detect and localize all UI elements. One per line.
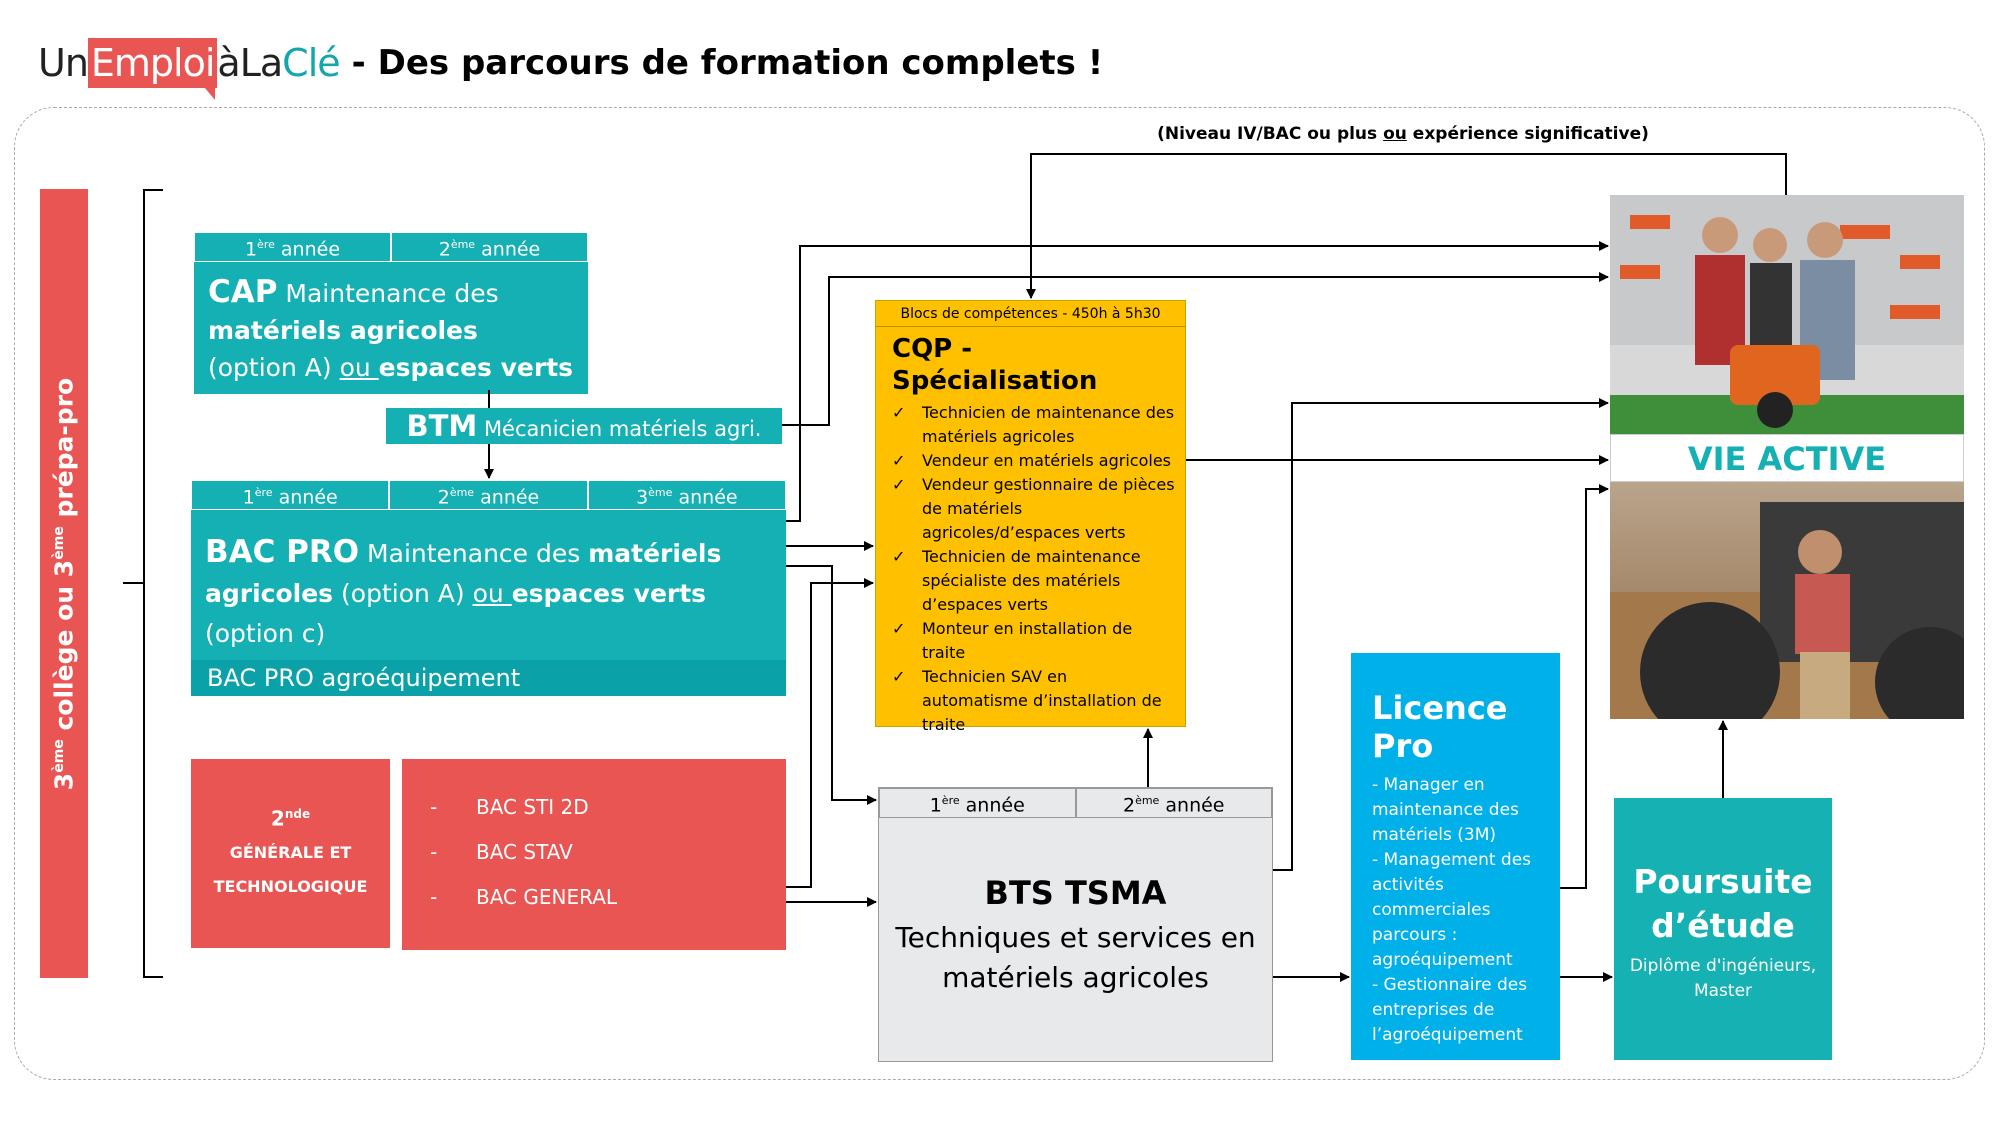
poursuite-desc: Diplôme d'ingénieurs, Master [1629, 956, 1817, 1001]
year-2: 2ème année [389, 480, 588, 511]
arrow-bts-to-vie [1273, 398, 1609, 871]
logo-c: C [282, 41, 309, 85]
bac-list-box: - BAC STI 2D - BAC STAV - BAC GENERAL [402, 759, 786, 950]
list-item: ✓ Vendeur gestionnaire de pièces de matér… [892, 473, 1175, 545]
arrow-bac-to-cqp [786, 578, 874, 888]
list-item: ✓ Technicien SAV en automatisme d’install… [892, 665, 1175, 737]
bacpro-body: BAC PRO Maintenance des matériels agrico… [191, 510, 786, 697]
year-1: 1ère année [191, 480, 390, 511]
check-icon: ✓ [892, 475, 906, 494]
bts-title: BTS TSMA [984, 874, 1167, 913]
bacpro-agroequipement: BAC PRO agroéquipement [191, 660, 786, 697]
top-note: (Niveau IV/BAC ou plus ou expérience sig… [1157, 124, 1649, 144]
bacpro-box: 1ère année 2ème année 3ème année BAC PRO… [191, 480, 786, 697]
title-text: - Des parcours de formation complets ! [351, 43, 1104, 83]
year-2: 2ème année [391, 232, 588, 263]
bracket [143, 189, 163, 978]
list-item: ✓ Vendeur en matériels agricoles [892, 449, 1175, 473]
check-icon: ✓ [892, 619, 906, 638]
logo-emploi: Emploi [87, 38, 218, 100]
list-item: ✓ Technicien de maintenance spécialiste d… [892, 545, 1175, 617]
arrow-btm-to-vie [782, 272, 1609, 426]
check-icon: ✓ [892, 667, 906, 686]
arrow-vie-to-cqp [1026, 153, 1787, 299]
poursuite-box: Poursuite d’étude Diplôme d'ingénieurs, … [1614, 798, 1832, 1060]
list-item: ✓ Monteur en installation de traite [892, 617, 1175, 665]
bts-box: 1ère année 2ème année BTS TSMA Technique… [878, 787, 1273, 1062]
btm-box: BTM Mécanicien matériels agri. [386, 408, 782, 444]
cap-years: 1ère année 2ème année [194, 232, 588, 263]
cqp-header: Blocs de compétences - 450h à 5h30 [876, 301, 1185, 327]
bts-subtitle: Techniques et services en matériels agri… [895, 921, 1256, 995]
check-icon: ✓ [892, 451, 906, 470]
cqp-title: CQP - Spécialisation [892, 334, 1098, 396]
logo-le: lé [307, 41, 341, 85]
bracket-tick [123, 582, 143, 584]
licence-desc: - Manager en maintenance des matériels (… [1372, 775, 1532, 1045]
entry-level-bar: 3ème collège ou 3ème prépa-pro [40, 189, 88, 978]
list-item: - BAC STI 2D [430, 795, 589, 819]
photo-shop-team [1610, 195, 1964, 434]
logo-un: Un [38, 41, 89, 85]
check-icon: ✓ [892, 547, 906, 566]
arrow-bacpro-to-bts [786, 565, 877, 805]
year-2: 2ème année [1075, 788, 1272, 819]
cap-box: 1ère année 2ème année CAP Maintenance de… [194, 232, 588, 419]
list-item: - BAC GENERAL [430, 885, 618, 909]
year-1: 1ère année [879, 788, 1076, 819]
list-item: - BAC STAV [430, 840, 573, 864]
licence-title: Licence Pro [1372, 689, 1508, 765]
bacpro-years: 1ère année 2ème année 3ème année [191, 480, 786, 511]
cap-body: CAP Maintenance des matériels agricoles … [194, 262, 588, 419]
arrow-bacpro-to-vie [786, 241, 1609, 522]
list-item: ✓ Technicien de maintenance des matériels… [892, 401, 1175, 449]
licence-pro-box: Licence Pro - Manager en maintenance des… [1351, 653, 1560, 1060]
seconde-box: 2nde GÉNÉRALE ET TECHNOLOGIQUE [191, 759, 390, 948]
bts-years: 1ère année 2ème année [879, 788, 1272, 819]
year-1: 1ère année [194, 232, 391, 263]
poursuite-title: Poursuite d’étude [1633, 862, 1813, 945]
diagram-frame [14, 107, 1985, 1080]
year-3: 3ème année [587, 480, 786, 511]
check-icon: ✓ [892, 403, 906, 422]
vie-active-label: VIE ACTIVE [1610, 434, 1964, 482]
cqp-box: Blocs de compétences - 450h à 5h30 CQP -… [875, 300, 1186, 734]
photo-tractor [1610, 482, 1964, 719]
arrow-licence-to-vie [1560, 484, 1609, 889]
logo-ala: àLa [217, 41, 283, 85]
